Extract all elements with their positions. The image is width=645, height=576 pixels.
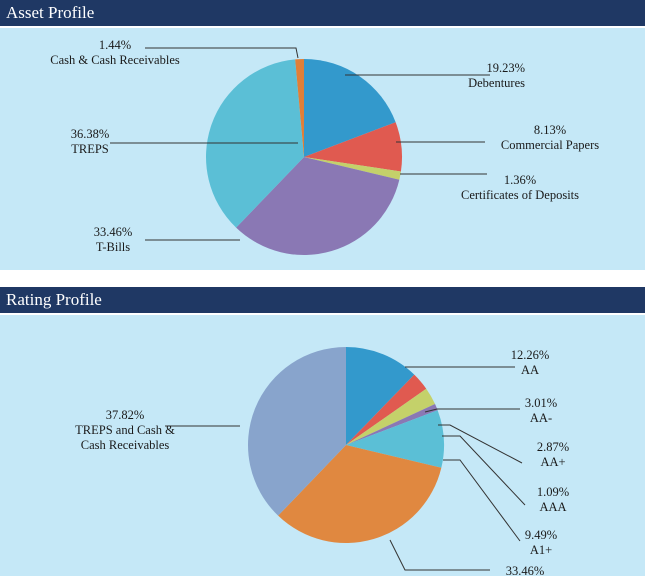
rating-pie-chart: 12.26%AA 3.01%AA- 2.87%AA+ 1.09%AAA 9.49%A1+… (75, 347, 569, 576)
leader-line-cash-and-cash-receivables (145, 47, 299, 59)
slice-label-treps-and-cash-and-cash-receivables-line-2: Cash Receivables (81, 438, 170, 452)
slice-label-cash-and-cash-receivables: Cash & Cash Receivables (50, 53, 180, 67)
pie-slice-aaa (346, 404, 438, 445)
asset-pie-chart: 19.23%Debentures 8.13%Commercial Papers 1.… (50, 38, 599, 256)
pie-slice-aa (346, 388, 436, 445)
slice-percent-t-bills: 33.46% (94, 225, 133, 239)
pie-slice-certificates-of-deposits (304, 157, 401, 180)
pie-slice-treps-and-cash-and-cash-receivables (248, 347, 346, 516)
slice-label-certificates-of-deposits: Certificates of Deposits (461, 188, 579, 202)
slice-label-t-bills: T-Bills (96, 240, 130, 254)
slice-label-commercial-papers: Commercial Papers (501, 138, 599, 152)
slice-percent-sov: 33.46% (506, 564, 545, 576)
pie-slice-cash-and-cash-receivables (295, 59, 304, 157)
asset-profile-chart-area: 19.23% Debentures 8.13% Commercial Papers 1.… (0, 28, 645, 270)
pie-slice-a1 (346, 410, 444, 468)
slice-label-treps-and-cash-and-cash-receivables-line-1: TREPS and Cash & (75, 423, 175, 437)
leader-line-aa (424, 408, 520, 413)
pie-slice-t-bills (236, 157, 400, 256)
slice-percent-treps-and-cash-and-cash-receivables: 37.82% (106, 408, 145, 422)
slice-percent-debentures: 19.23% (486, 61, 525, 75)
slice-label-debentures: Debentures (468, 76, 525, 90)
slice-percent-a1: 9.49% (525, 528, 557, 542)
pie-slice-treps (206, 59, 304, 228)
asset-profile-panel: Asset Profile 19.23% Debentures 8.13% Comme… (0, 0, 645, 270)
pie-slice-commercial-papers (304, 122, 402, 172)
slice-percent-treps: 36.38% (71, 127, 110, 141)
rating-profile-title: Rating Profile (0, 287, 645, 313)
slice-percent-aaa: 1.09% (537, 485, 569, 499)
leader-line-aaa (442, 435, 526, 506)
pie-slice-aa (346, 347, 415, 445)
slice-label-aa: AA (521, 363, 539, 377)
leader-line-a1 (443, 459, 521, 542)
slice-percent-aa: 12.26% (511, 348, 550, 362)
slice-label-treps: TREPS (71, 142, 109, 156)
slice-percent-cash-and-cash-receivables: 1.44% (99, 38, 131, 52)
leader-line-sov (389, 539, 490, 571)
rating-profile-panel: Rating Profile 12.26% AA 3.01% AA- 2.87% AA+ 1… (0, 287, 645, 576)
leader-line-aa (438, 424, 523, 464)
pie-slice-aa (346, 374, 427, 445)
slice-label-a1: A1+ (530, 543, 552, 557)
slice-label-aaa: AAA (539, 500, 566, 514)
slice-percent-aa: 2.87% (537, 440, 569, 454)
slice-percent-certificates-of-deposits: 1.36% (504, 173, 536, 187)
slice-label-aa: AA- (530, 411, 552, 425)
slice-percent-commercial-papers: 8.13% (534, 123, 566, 137)
slice-label-aa: AA+ (540, 455, 565, 469)
asset-profile-title: Asset Profile (0, 0, 645, 26)
pie-slice-debentures (304, 59, 396, 157)
rating-profile-chart-area: 12.26% AA 3.01% AA- 2.87% AA+ 1.09% AAA 9.49% A1+… (0, 315, 645, 576)
slice-percent-aa: 3.01% (525, 396, 557, 410)
pie-slice-sov (278, 445, 442, 543)
